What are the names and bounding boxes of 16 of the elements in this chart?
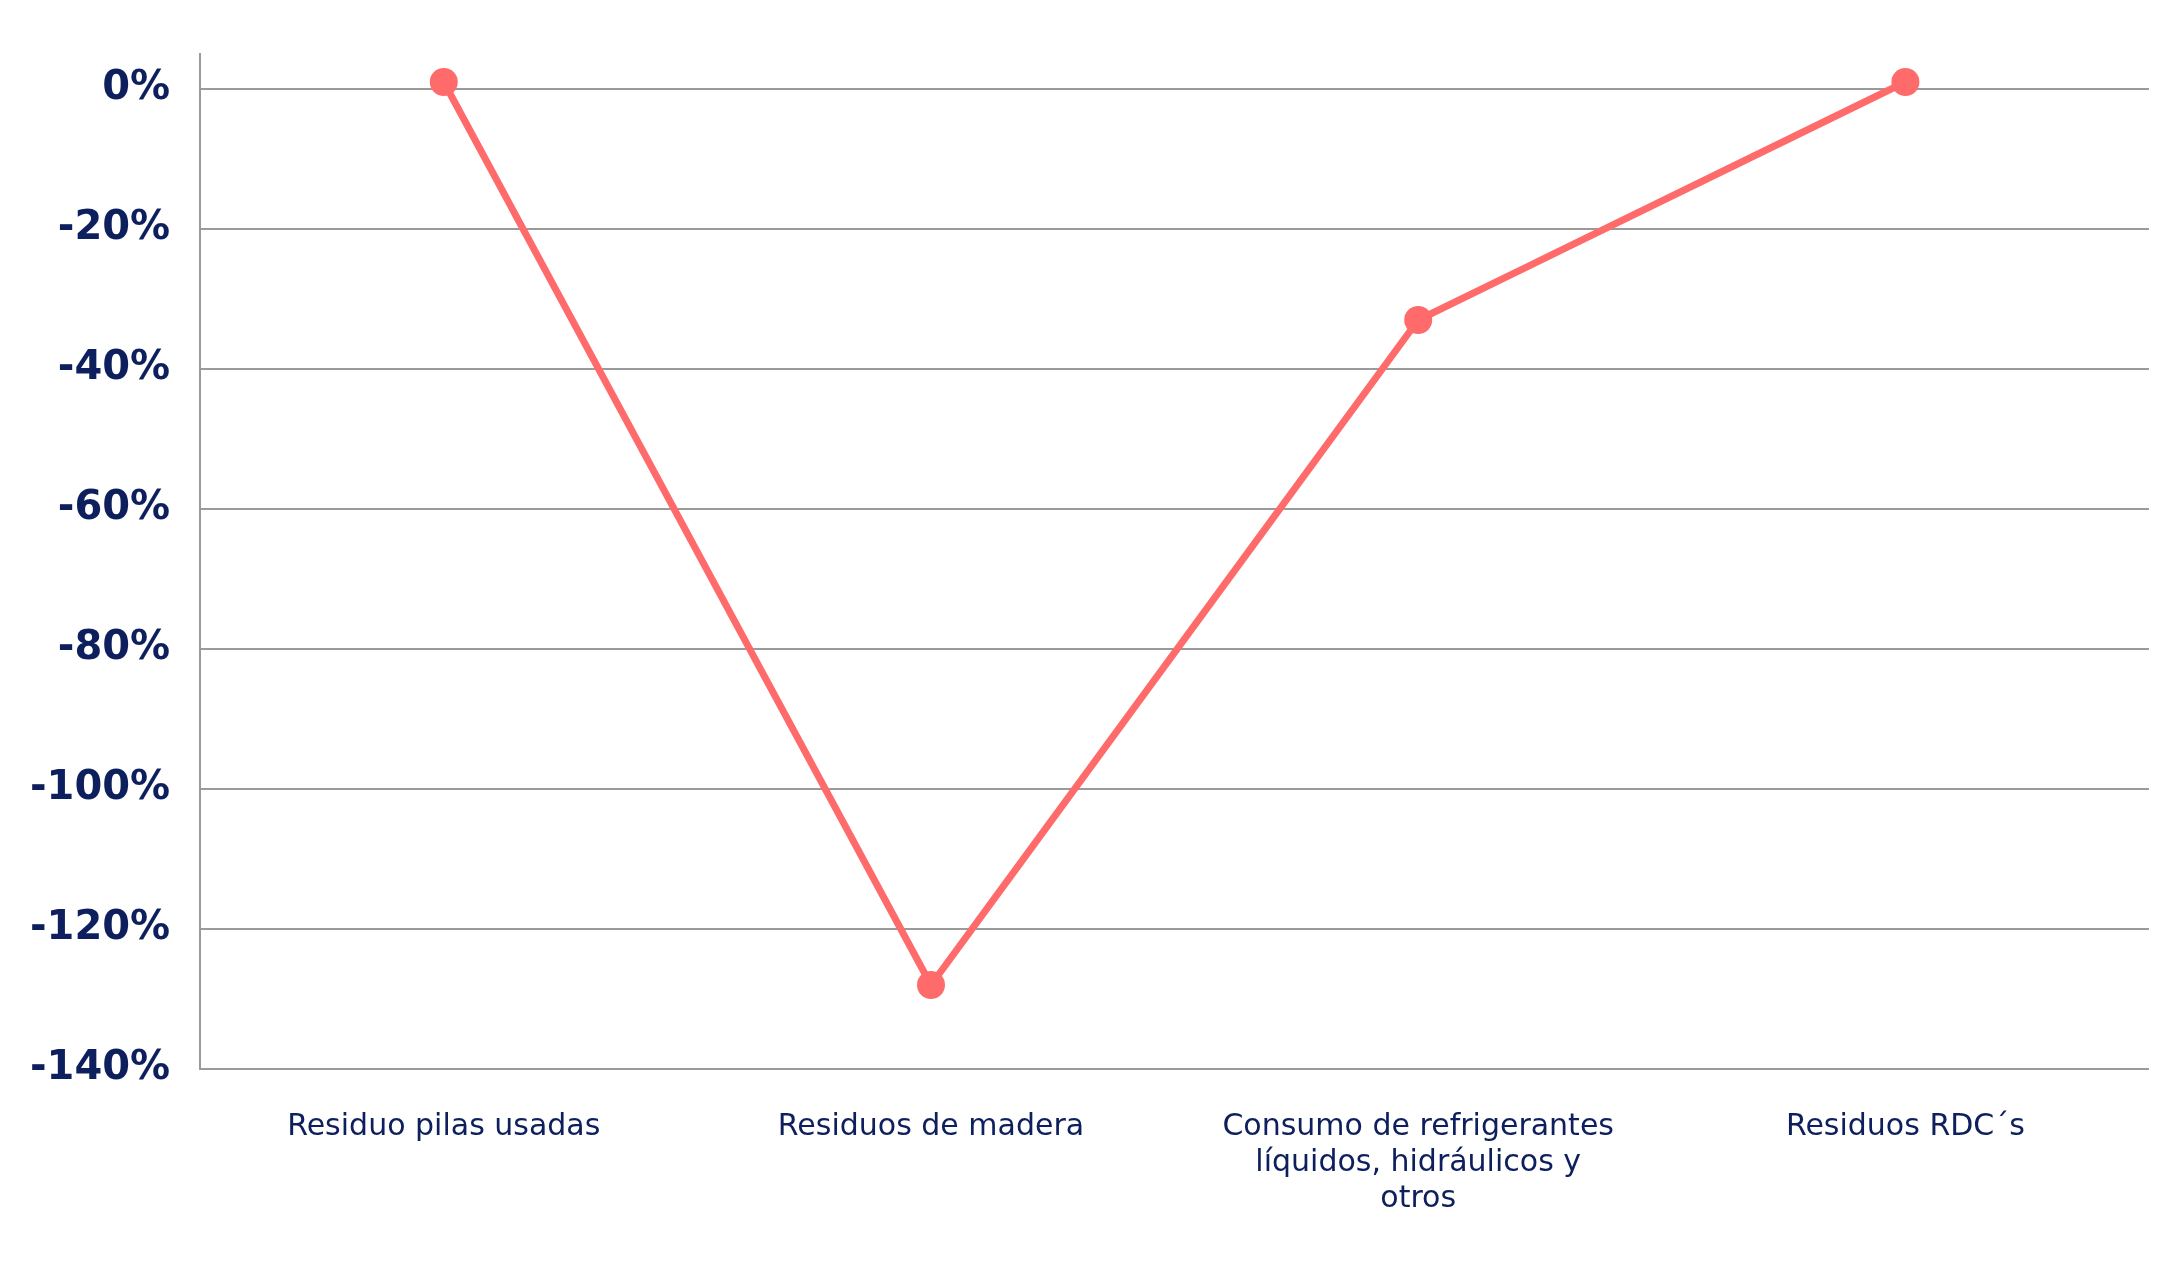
x-tick-label: Residuo pilas usadas [287, 1106, 601, 1142]
x-tick-label: Consumo de refrigerantes líquidos, hidráulicos y otros [1222, 1106, 1614, 1214]
y-tick-label: -80% [57, 622, 171, 669]
point [1404, 306, 1433, 334]
y-tick-label: -40% [57, 342, 171, 389]
y-tick-label: 0% [102, 62, 171, 109]
y-tick-label: -120% [29, 902, 171, 949]
point [1891, 68, 1920, 96]
y-tick-label: -140% [29, 1042, 171, 1089]
y-tick-label: -60% [57, 482, 171, 529]
y-tick-label: -20% [57, 202, 171, 249]
point [916, 971, 945, 999]
y-tick-label: -100% [29, 762, 171, 809]
x-tick-label: Residuos RDC´s [1785, 1106, 2025, 1142]
x-tick-label: Residuos de madera [777, 1106, 1085, 1142]
point [429, 68, 458, 96]
